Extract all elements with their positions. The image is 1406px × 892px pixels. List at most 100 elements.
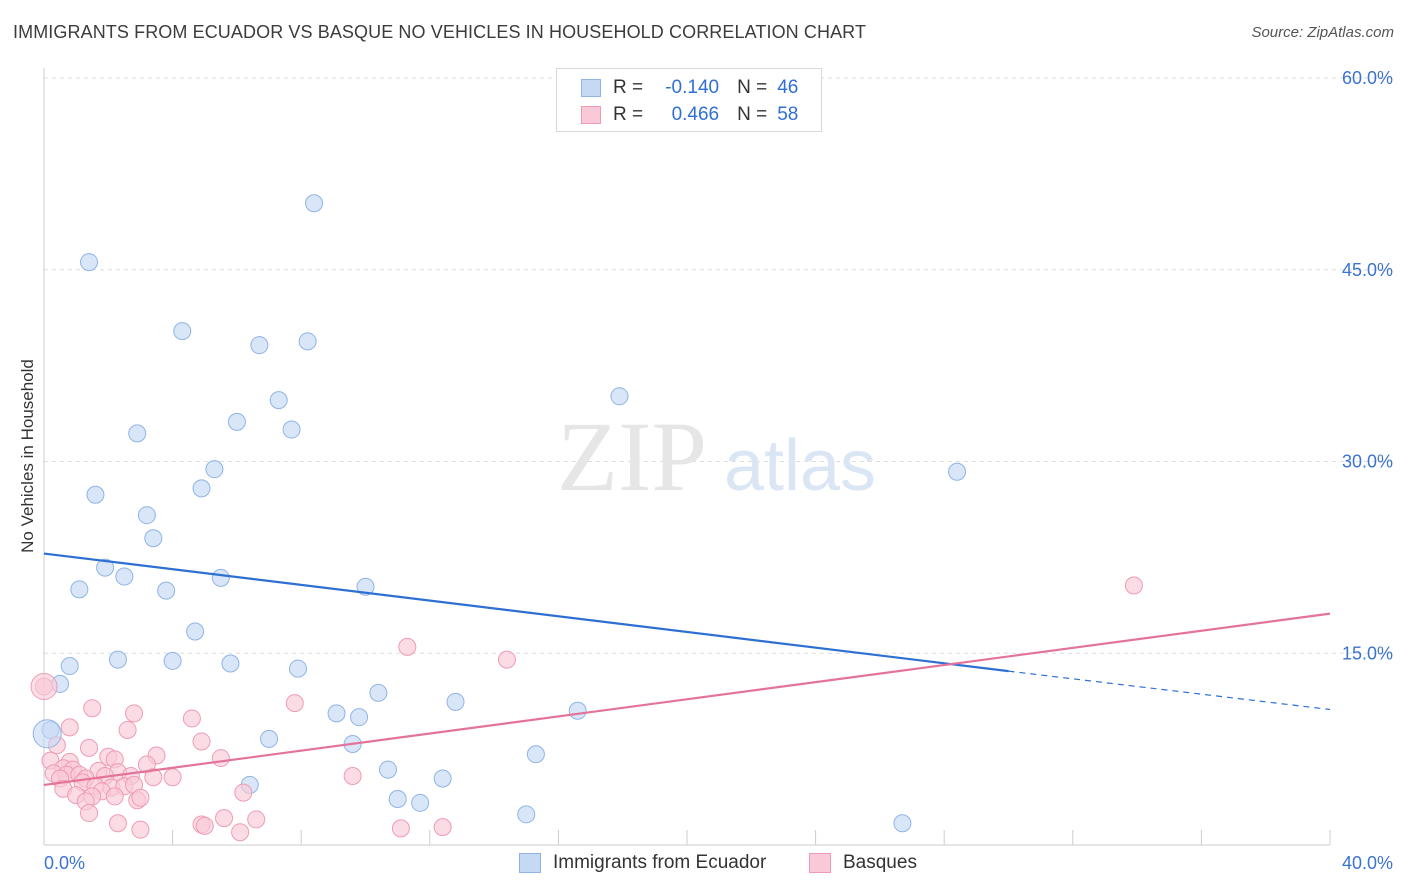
x-tick-label: 0.0% [44, 853, 85, 873]
point-ecuador [893, 814, 912, 833]
point-basques [195, 816, 214, 835]
point-ecuador [192, 479, 211, 498]
point-basques [391, 819, 410, 838]
y-tick-label: 60.0% [1342, 68, 1393, 88]
point-basques [108, 814, 127, 833]
point-basques [398, 637, 417, 656]
point-ecuador [205, 460, 224, 479]
y-tick-label: 45.0% [1342, 260, 1393, 280]
point-ecuador [70, 580, 89, 599]
point-basques [1124, 576, 1143, 595]
trend-line-ecuador [43, 552, 1009, 673]
point-basques [144, 768, 163, 787]
x-tick-label: 40.0% [1342, 853, 1393, 873]
point-ecuador [250, 336, 269, 355]
point-ecuador [227, 412, 246, 431]
point-ecuador [137, 506, 156, 525]
legend-swatch-pink [581, 106, 601, 124]
point-basques [83, 699, 102, 718]
point-basques [215, 809, 234, 828]
trend-lines [43, 552, 1331, 787]
point-ecuador [517, 805, 536, 824]
point-basques [192, 732, 211, 751]
point-basques [211, 749, 230, 768]
point-ecuador [327, 704, 346, 723]
point-basques [80, 738, 99, 757]
point-ecuador [282, 420, 301, 439]
point-ecuador [157, 581, 176, 600]
point-ecuador [211, 568, 230, 587]
y-tick-label: 15.0% [1342, 643, 1393, 663]
point-ecuador [526, 745, 545, 764]
point-ecuador [411, 793, 430, 812]
n-value: 58 [777, 104, 799, 125]
point-basques [80, 804, 99, 823]
series-legend: Immigrants from Ecuador Basques [0, 852, 1406, 876]
n-label: N = [737, 104, 768, 125]
legend-item-ecuador: Immigrants from Ecuador [519, 852, 766, 874]
point-ecuador [80, 253, 99, 272]
watermark-zip: ZIP [557, 401, 707, 512]
point-basques [105, 787, 124, 806]
point-basques [231, 823, 250, 842]
point-ecuador [350, 708, 369, 727]
point-basques-large [30, 672, 58, 700]
point-ecuador [948, 462, 967, 481]
point-ecuador [144, 529, 163, 548]
point-ecuador [173, 322, 192, 341]
point-ecuador [186, 622, 205, 641]
point-ecuador [369, 683, 388, 702]
r-label: R = [613, 77, 644, 98]
trend-line-ecuador-extension [1008, 670, 1331, 711]
point-basques [118, 720, 137, 739]
point-ecuador [163, 651, 182, 670]
point-ecuador-large [32, 719, 62, 749]
point-basques [163, 768, 182, 787]
point-basques [131, 788, 150, 807]
watermark-atlas: atlas [724, 426, 876, 506]
point-ecuador [128, 424, 147, 443]
point-ecuador [568, 701, 587, 720]
point-basques [60, 718, 79, 737]
watermark: ZIP atlas [557, 401, 876, 512]
axes [43, 68, 1331, 846]
point-ecuador [388, 789, 407, 808]
point-ecuador [288, 659, 307, 678]
point-ecuador [260, 729, 279, 748]
point-ecuador [356, 577, 375, 596]
point-ecuador [433, 769, 452, 788]
point-basques [433, 818, 452, 837]
n-value: 46 [777, 77, 799, 98]
point-basques [497, 650, 516, 669]
r-label: R = [613, 104, 644, 125]
point-basques [343, 766, 362, 785]
legend-swatch-blue [581, 79, 601, 97]
legend-row-ecuador: R = -0.140 N = 46 [581, 77, 798, 99]
legend-swatch-pink [809, 853, 831, 873]
tick-labels: 15.0% 30.0% 45.0% 60.0% 0.0% 40.0% [44, 68, 1393, 873]
point-ecuador [96, 558, 115, 577]
r-value: -0.140 [665, 77, 720, 98]
y-tick-label: 30.0% [1342, 452, 1393, 472]
legend-item-basques: Basques [809, 852, 917, 874]
n-label: N = [737, 77, 768, 98]
correlation-legend: R = -0.140 N = 46 R = 0.466 N = 58 [556, 68, 822, 132]
legend-row-basques: R = 0.466 N = 58 [581, 104, 798, 126]
gridlines [44, 77, 1392, 654]
point-ecuador [446, 692, 465, 711]
point-basques [131, 820, 150, 839]
legend-swatch-blue [519, 853, 541, 873]
point-ecuador [298, 332, 317, 351]
source-label: Source: ZipAtlas.com [1251, 24, 1394, 41]
legend-label: Basques [843, 852, 917, 873]
point-ecuador [108, 650, 127, 669]
point-basques [182, 709, 201, 728]
point-ecuador [115, 567, 134, 586]
point-ecuador [305, 194, 324, 213]
point-basques [285, 694, 304, 713]
point-ecuador [221, 654, 240, 673]
trend-line-basques [43, 612, 1331, 787]
point-ecuador [86, 485, 105, 504]
r-value: 0.466 [671, 104, 720, 125]
